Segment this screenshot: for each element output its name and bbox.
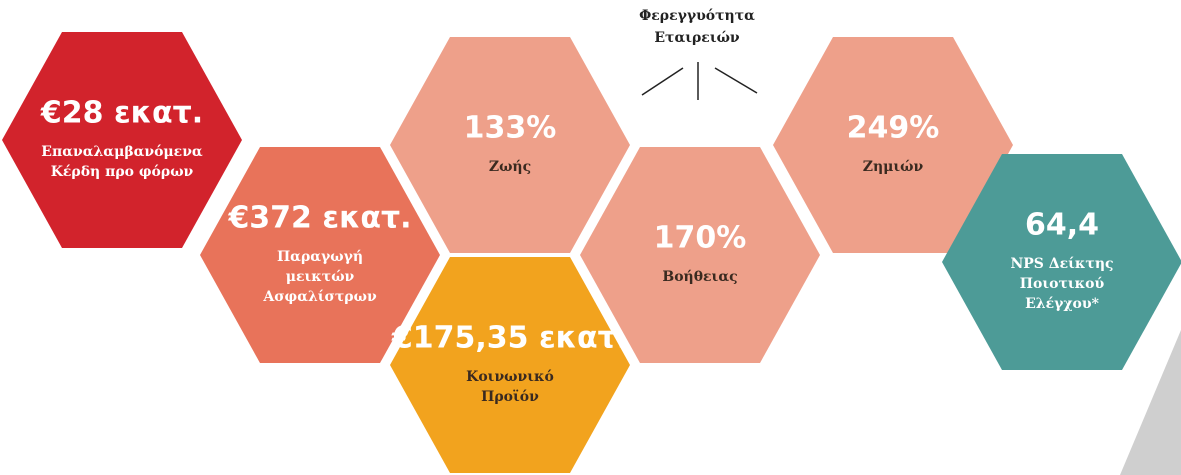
hexagon-label: Ελέγχου* <box>1025 296 1100 312</box>
hexagon-value: 64,4 <box>1025 208 1099 243</box>
hexagon-value: €372 εκατ. <box>227 201 411 236</box>
hexagon-label: Ποιοτικού <box>1020 276 1105 292</box>
hexagon-label: Ζημιών <box>863 159 924 175</box>
hexagon-label: Επαναλαμβανόμενα <box>41 144 203 160</box>
hexagon <box>390 257 630 473</box>
hexagon-label: Βοήθειας <box>662 269 737 285</box>
hexagon <box>2 32 242 248</box>
hexagon-value: 249% <box>847 111 940 146</box>
hexagon-label: μεικτών <box>286 269 355 285</box>
hexagon <box>390 37 630 253</box>
hexagon-label: Κέρδη προ φόρων <box>51 164 194 180</box>
hexagon-value: €28 εκατ. <box>40 96 203 131</box>
connector <box>641 67 684 96</box>
hexagon <box>942 154 1181 370</box>
hexagon <box>580 147 820 363</box>
hexagon-label: Παραγωγή <box>277 249 363 265</box>
hexagon-label: Προϊόν <box>481 389 539 405</box>
hexagon-label: Κοινωνικό <box>466 369 554 385</box>
connector <box>714 67 758 94</box>
hexagon <box>200 147 440 363</box>
hexagon-label: Ζωής <box>489 159 531 175</box>
hexagon-label: Ασφαλίστρων <box>262 288 377 305</box>
hexagon-value: €175,35 εκατ. <box>391 321 628 356</box>
hexagon-value: 133% <box>464 111 557 146</box>
header-line: Εταιρειών <box>654 30 740 46</box>
header-line: Φερεγγυότητα <box>639 8 755 24</box>
hexagon-value: 170% <box>654 221 747 256</box>
photo-corner <box>1120 330 1181 475</box>
hexagon-label: NPS Δείκτης <box>1010 255 1113 272</box>
hexagon <box>773 37 1013 253</box>
